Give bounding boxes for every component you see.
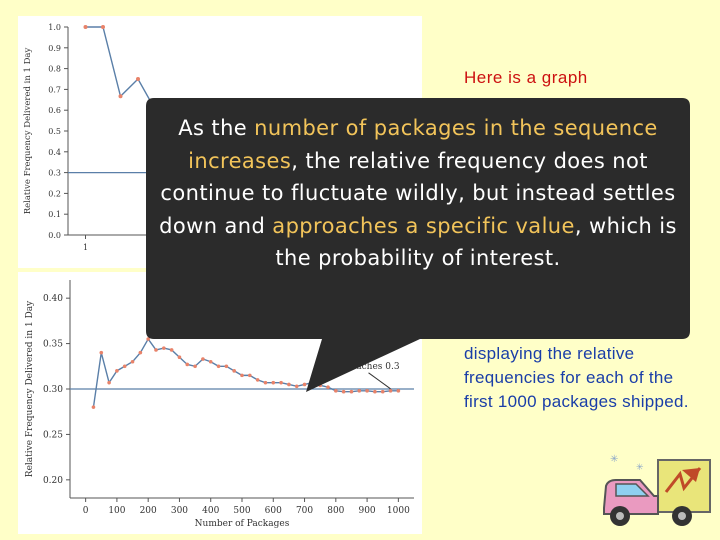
annotation-label: Approaches 0.3 — [328, 362, 400, 372]
x-tick-label: 700 — [296, 506, 313, 516]
data-point — [248, 373, 252, 378]
data-point — [224, 364, 229, 369]
data-point — [177, 355, 182, 360]
callout-highlight-2: approaches a specific value — [272, 213, 575, 238]
data-point — [115, 369, 119, 373]
data-point — [83, 25, 88, 29]
svg-text:✳: ✳ — [610, 454, 618, 465]
data-point — [118, 94, 123, 99]
y-axis-label: Relative Frequency Delivered in 1 Day — [23, 48, 33, 215]
series-line — [92, 337, 399, 408]
data-point — [279, 380, 283, 385]
data-point — [365, 389, 369, 393]
y-tick-label: 0.8 — [48, 65, 61, 74]
callout-highlight-1: number of packages in the sequence incre… — [188, 116, 658, 173]
data-point — [208, 359, 213, 364]
data-point — [101, 25, 105, 29]
y-tick-label: 0.4 — [48, 148, 61, 157]
x-tick-label: 1 — [83, 243, 88, 252]
data-point — [380, 389, 385, 394]
y-tick-label: 0.0 — [48, 231, 61, 240]
data-point — [130, 359, 135, 364]
data-point — [107, 380, 111, 385]
x-tick-label: 1000 — [387, 506, 410, 516]
x-tick-label: 400 — [202, 506, 219, 516]
y-tick-label: 0.1 — [48, 210, 61, 219]
data-point — [162, 346, 166, 350]
data-point — [287, 382, 291, 387]
x-tick-label: 600 — [265, 506, 282, 516]
data-point — [271, 380, 276, 385]
annotation-arrow — [368, 372, 391, 390]
data-point — [263, 380, 268, 385]
x-tick-label: 800 — [327, 506, 344, 516]
data-point — [146, 337, 150, 341]
data-point — [240, 373, 244, 378]
x-tick-label: 300 — [171, 506, 188, 516]
data-point — [154, 348, 158, 352]
data-point — [388, 389, 393, 393]
y-tick-label: 0.30 — [43, 385, 63, 395]
callout-part1: As the — [178, 116, 255, 140]
data-point — [294, 384, 299, 389]
intro-text: Here is a graph — [464, 68, 588, 87]
data-point — [169, 348, 174, 352]
data-point — [255, 378, 260, 382]
data-point — [326, 385, 330, 389]
y-tick-label: 0.20 — [43, 476, 63, 486]
y-tick-label: 0.7 — [48, 85, 61, 94]
y-tick-label: 0.25 — [43, 430, 63, 440]
data-point — [396, 389, 401, 393]
data-point — [341, 389, 346, 394]
y-axis-label: Relative Frequency Delivered in 1 Day — [25, 300, 35, 477]
x-tick-label: 0 — [83, 506, 89, 516]
x-tick-label: 200 — [140, 506, 157, 516]
bottom-description: displaying the relative frequencies for … — [464, 344, 689, 411]
data-point — [302, 382, 307, 387]
data-point — [122, 364, 127, 369]
y-tick-label: 0.40 — [43, 294, 63, 304]
y-tick-label: 0.35 — [43, 340, 63, 350]
data-point — [373, 389, 377, 394]
data-point — [232, 369, 236, 373]
bottom-chart-panel: 0.20 0.25 0.30 0.35 0.40 0 100 200 300 400 500 600 7… — [18, 272, 422, 534]
svg-text:✳: ✳ — [636, 463, 644, 473]
data-point — [318, 383, 322, 388]
data-point — [201, 357, 205, 361]
data-point — [138, 350, 143, 355]
y-tick-label: 1.0 — [48, 23, 61, 32]
y-tick-label: 0.5 — [48, 127, 61, 136]
x-tick-label: 100 — [108, 506, 125, 516]
callout-text: As the number of packages in the sequenc… — [146, 112, 690, 275]
data-point — [334, 389, 338, 393]
y-tick-label: 0.3 — [48, 169, 61, 178]
callout-part2: , the relative frequency does not contin… — [159, 148, 676, 238]
x-tick-label: 500 — [233, 506, 250, 516]
data-point — [99, 350, 104, 355]
x-tick-label: 900 — [358, 506, 375, 516]
data-point — [310, 380, 315, 385]
callout-part3: , which is the probability of interest. — [275, 213, 677, 271]
data-point — [193, 364, 197, 369]
y-tick-label: 0.9 — [48, 44, 61, 53]
y-tick-label: 0.2 — [48, 189, 61, 198]
bottom-chart: 0.20 0.25 0.30 0.35 0.40 0 100 200 300 400 500 600 7… — [25, 280, 414, 529]
y-tick-label: 0.6 — [48, 106, 61, 115]
data-point — [185, 362, 190, 367]
data-point — [91, 405, 96, 409]
data-point — [136, 77, 140, 81]
delivery-truck-icon: ✳ ✳ — [603, 454, 711, 526]
data-point — [349, 389, 354, 394]
x-axis-label: Number of Packages — [195, 519, 290, 529]
data-point — [357, 389, 362, 393]
data-point — [216, 364, 221, 369]
